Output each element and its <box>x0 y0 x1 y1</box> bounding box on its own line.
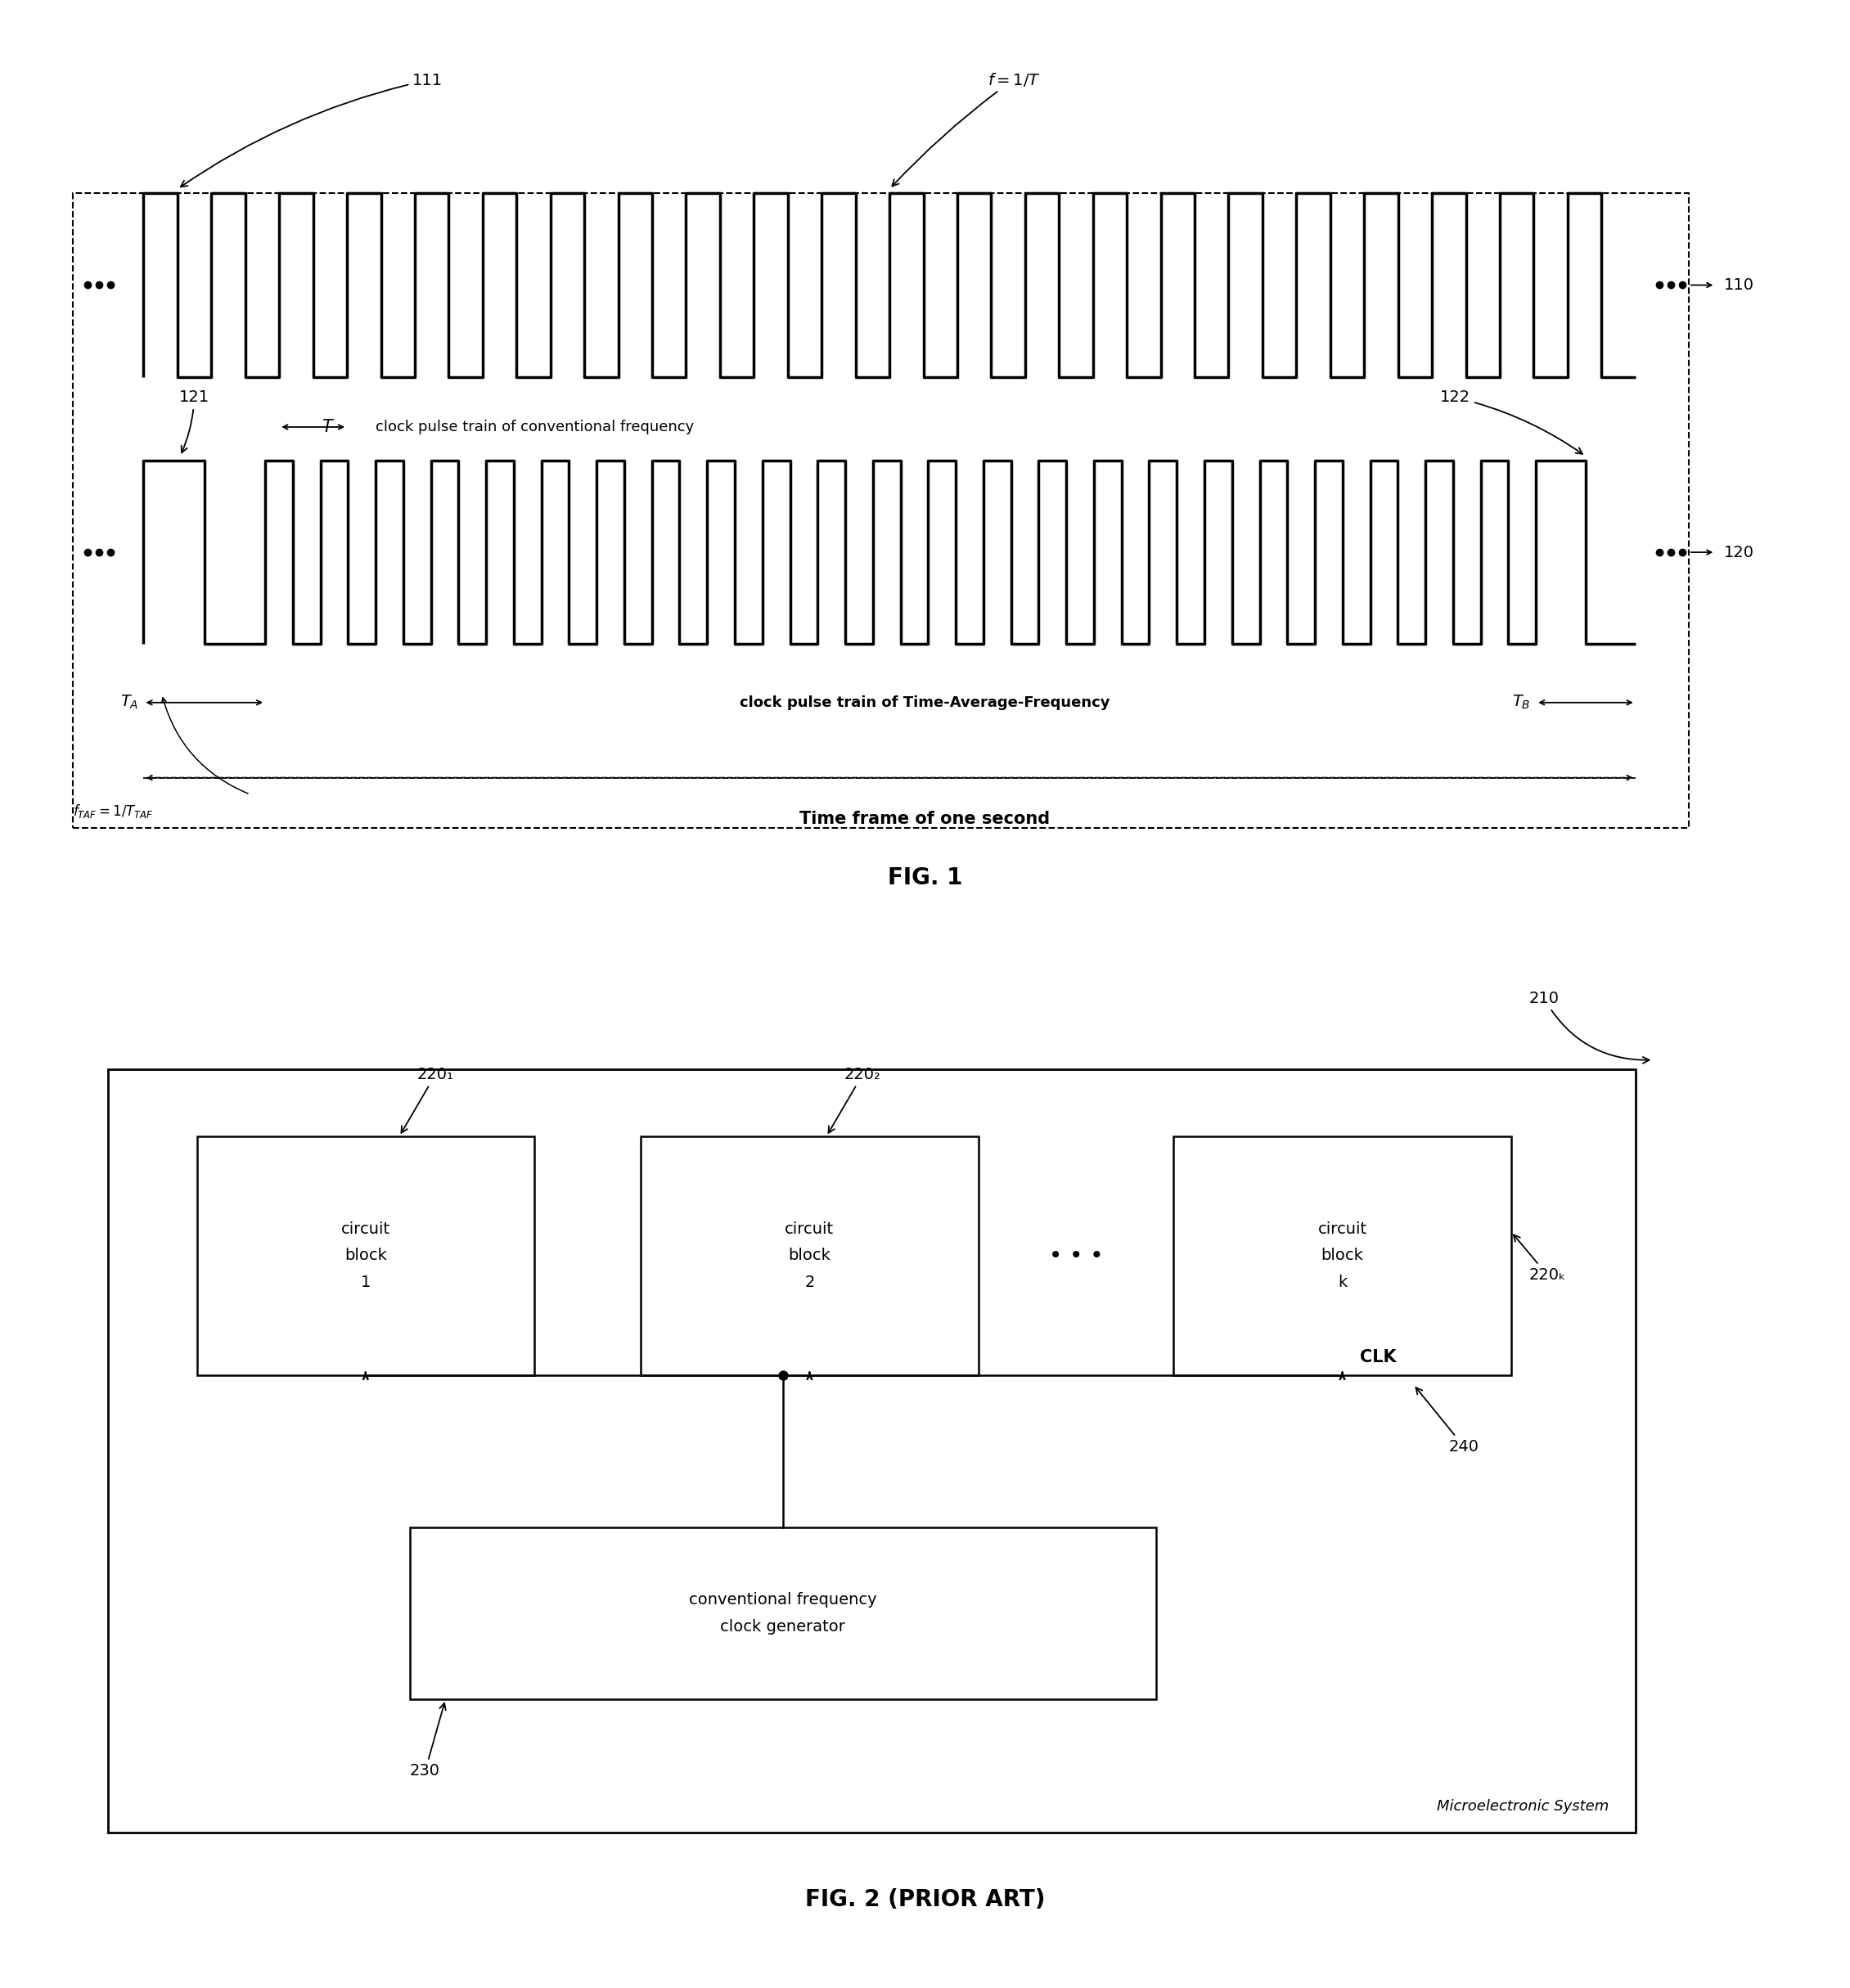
Bar <box>411 1527 1156 1700</box>
Text: • • •: • • • <box>1049 1244 1103 1266</box>
Text: 111: 111 <box>181 72 442 187</box>
Text: 121: 121 <box>179 390 209 453</box>
Text: CLK: CLK <box>1360 1350 1397 1366</box>
Text: 220ₖ: 220ₖ <box>1513 1235 1565 1282</box>
Text: $f = 1/T$: $f = 1/T$ <box>892 72 1040 187</box>
Text: circuit
block
k: circuit block k <box>1317 1221 1367 1290</box>
Text: $T_A$: $T_A$ <box>120 694 139 712</box>
Text: circuit
block
1: circuit block 1 <box>340 1221 390 1290</box>
Text: 120: 120 <box>1724 545 1754 561</box>
Text: clock pulse train of Time-Average-Frequency: clock pulse train of Time-Average-Freque… <box>740 696 1110 710</box>
Text: 122: 122 <box>1439 390 1582 453</box>
Text: 230: 230 <box>411 1704 446 1779</box>
Bar <box>72 193 1689 827</box>
Text: $f_{TAF} = 1/T_{TAF}$: $f_{TAF} = 1/T_{TAF}$ <box>72 803 154 819</box>
Text: FIG. 2 (PRIOR ART): FIG. 2 (PRIOR ART) <box>805 1889 1045 1910</box>
Text: 220₁: 220₁ <box>401 1068 453 1133</box>
Text: 240: 240 <box>1415 1388 1480 1455</box>
Text: 210: 210 <box>1528 990 1648 1064</box>
Bar <box>196 1137 535 1376</box>
Bar <box>107 1070 1635 1833</box>
Text: Time frame of one second: Time frame of one second <box>799 811 1051 827</box>
Text: Microelectronic System: Microelectronic System <box>1437 1799 1610 1813</box>
Text: circuit
block
2: circuit block 2 <box>784 1221 834 1290</box>
Text: $T$: $T$ <box>322 419 335 435</box>
Bar <box>1173 1137 1511 1376</box>
Text: $T_B$: $T_B$ <box>1511 694 1530 712</box>
Text: 110: 110 <box>1724 276 1754 292</box>
Text: clock pulse train of conventional frequency: clock pulse train of conventional freque… <box>376 419 694 435</box>
Text: 220₂: 220₂ <box>829 1068 881 1133</box>
Text: FIG. 1: FIG. 1 <box>888 867 962 889</box>
Text: conventional frequency
clock generator: conventional frequency clock generator <box>688 1592 877 1634</box>
Bar <box>640 1137 979 1376</box>
